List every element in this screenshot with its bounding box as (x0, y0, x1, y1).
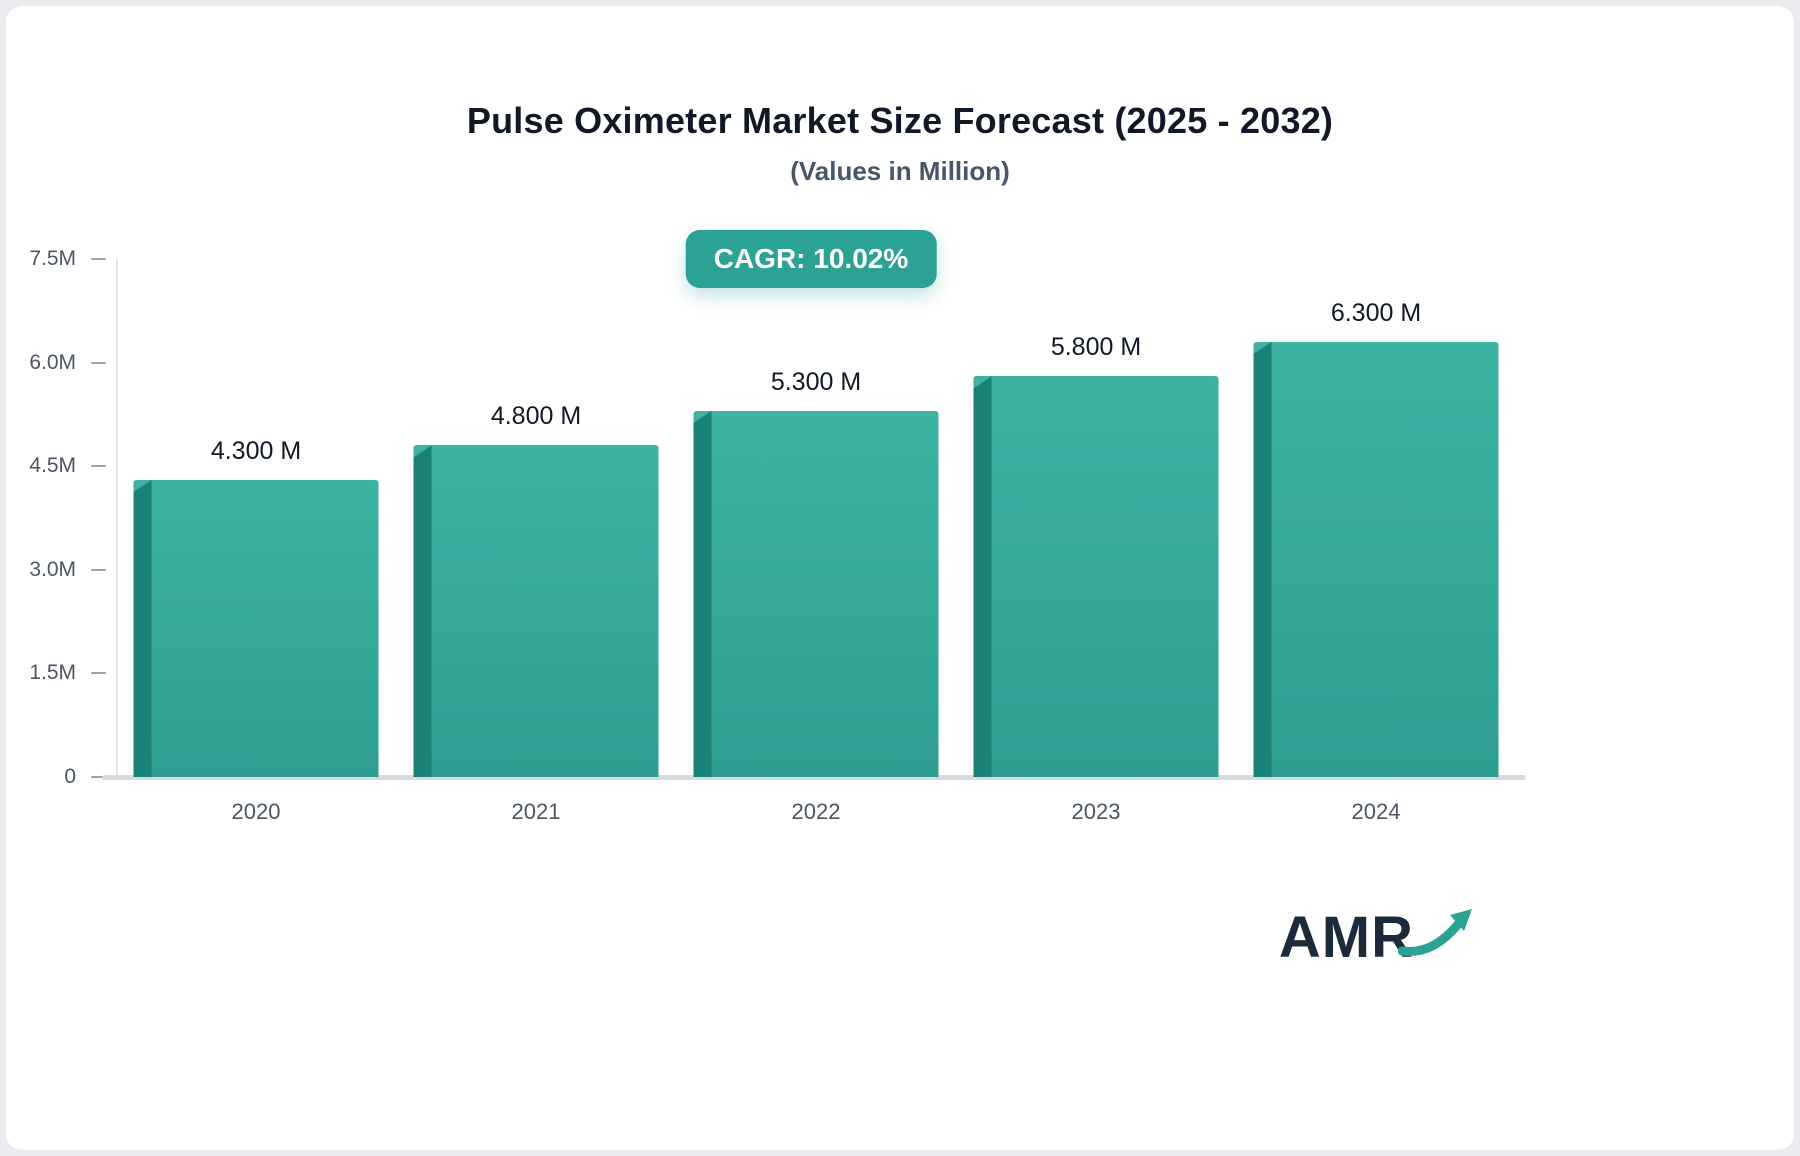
x-tick-label: 2020 (231, 799, 281, 824)
y-tick-label: 6.0M (29, 350, 76, 374)
cagr-badge: CAGR: 10.02% (685, 230, 937, 288)
bar-2020 (133, 480, 379, 777)
bar-value-label: 5.800 M (1050, 333, 1142, 362)
y-tick-mark (91, 465, 106, 468)
plot-area: 4.300 M 2020 4.800 M 2021 5.300 M 2022 5.800 M… (102, 259, 1526, 824)
bar-value-label: 4.300 M (210, 437, 302, 466)
y-axis-line (116, 259, 118, 777)
amr-logo-arrow-icon (1398, 908, 1472, 956)
chart-title: Pulse Oximeter Market Size Forecast (202… (466, 100, 1334, 141)
amr-logo: AMR (1279, 904, 1476, 971)
y-tick-label: 0 (64, 765, 76, 788)
bar-2022 (693, 410, 939, 777)
y-tick-label: 3.0M (29, 557, 76, 581)
y-tick-mark (91, 776, 106, 778)
bar-2023 (973, 376, 1219, 777)
bar-slot: 5.300 M 2022 (676, 259, 956, 824)
bar-value-label: 5.300 M (770, 367, 862, 396)
chart-card: Pulse Oximeter Market Size Forecast (202… (6, 6, 1794, 1150)
bar-value-label: 6.300 M (1330, 298, 1422, 327)
bar-2024 (1253, 341, 1499, 777)
y-tick-label: 1.5M (29, 661, 76, 685)
bar-slot: 6.300 M 2024 (1236, 259, 1516, 824)
amr-logo-text: AMR (1278, 905, 1414, 970)
y-tick-label: 4.5M (29, 454, 76, 478)
bar-slot: 4.300 M 2020 (116, 259, 396, 824)
y-tick-label: 7.5M (29, 247, 76, 270)
x-axis-line (102, 775, 1526, 780)
chart-subtitle: (Values in Million) (790, 156, 1010, 186)
y-axis: 0 1.5M 3.0M 4.5M 6.0M 7.5M (6, 247, 116, 788)
bar-2021 (413, 445, 659, 777)
bar-slot: 5.800 M 2023 (956, 259, 1236, 824)
y-tick-mark (91, 568, 106, 571)
x-tick-label: 2023 (1071, 799, 1121, 824)
y-tick-mark (91, 361, 106, 364)
y-tick-mark (91, 672, 106, 675)
x-tick-label: 2022 (791, 799, 841, 824)
bar-value-label: 4.800 M (490, 402, 582, 431)
bar-slot: 4.800 M 2021 (396, 259, 676, 824)
x-tick-label: 2021 (511, 799, 561, 824)
x-tick-label: 2024 (1351, 799, 1401, 824)
y-tick-mark (91, 258, 106, 260)
